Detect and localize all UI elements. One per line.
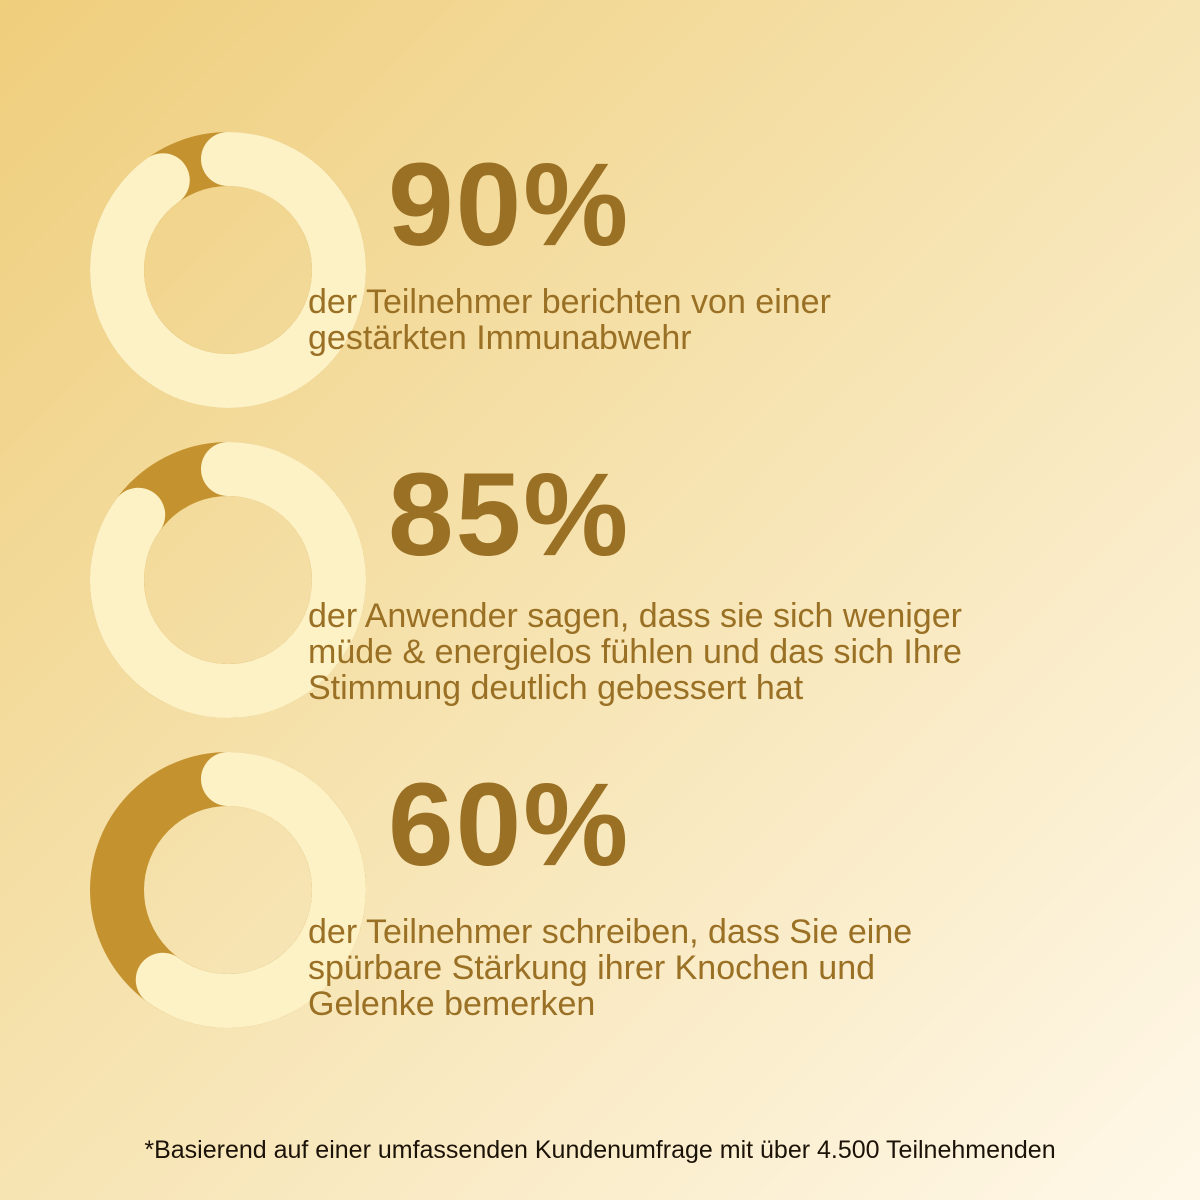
percentage-ring-chart <box>88 440 368 720</box>
ring-percentage-arc <box>90 132 366 408</box>
ring-svg <box>90 752 366 1028</box>
stat-block-bones: 60% <box>88 750 1168 1030</box>
percentage-value: 85% <box>388 449 631 581</box>
percentage-value: 60% <box>388 759 631 891</box>
survey-footnote: *Basierend auf einer umfassenden Kundenu… <box>144 1136 1056 1164</box>
stat-block-immune: 90% <box>88 130 1168 410</box>
ring-percentage-arc <box>135 752 366 1028</box>
stat-caption: der Teilnehmer schreiben, dass Sie eine … <box>308 913 913 1023</box>
ring-svg <box>90 132 366 408</box>
ring-svg <box>90 442 366 718</box>
percentage-ring-chart <box>88 130 368 410</box>
percentage-ring-chart <box>88 750 368 1030</box>
stat-caption: der Teilnehmer berichten von einer gestä… <box>308 283 831 357</box>
ring-percentage-arc <box>90 442 366 718</box>
stat-caption: der Anwender sagen, dass sie sich wenige… <box>308 597 962 707</box>
percentage-value: 90% <box>388 139 631 271</box>
stat-block-energy: 85% <box>88 440 1168 720</box>
